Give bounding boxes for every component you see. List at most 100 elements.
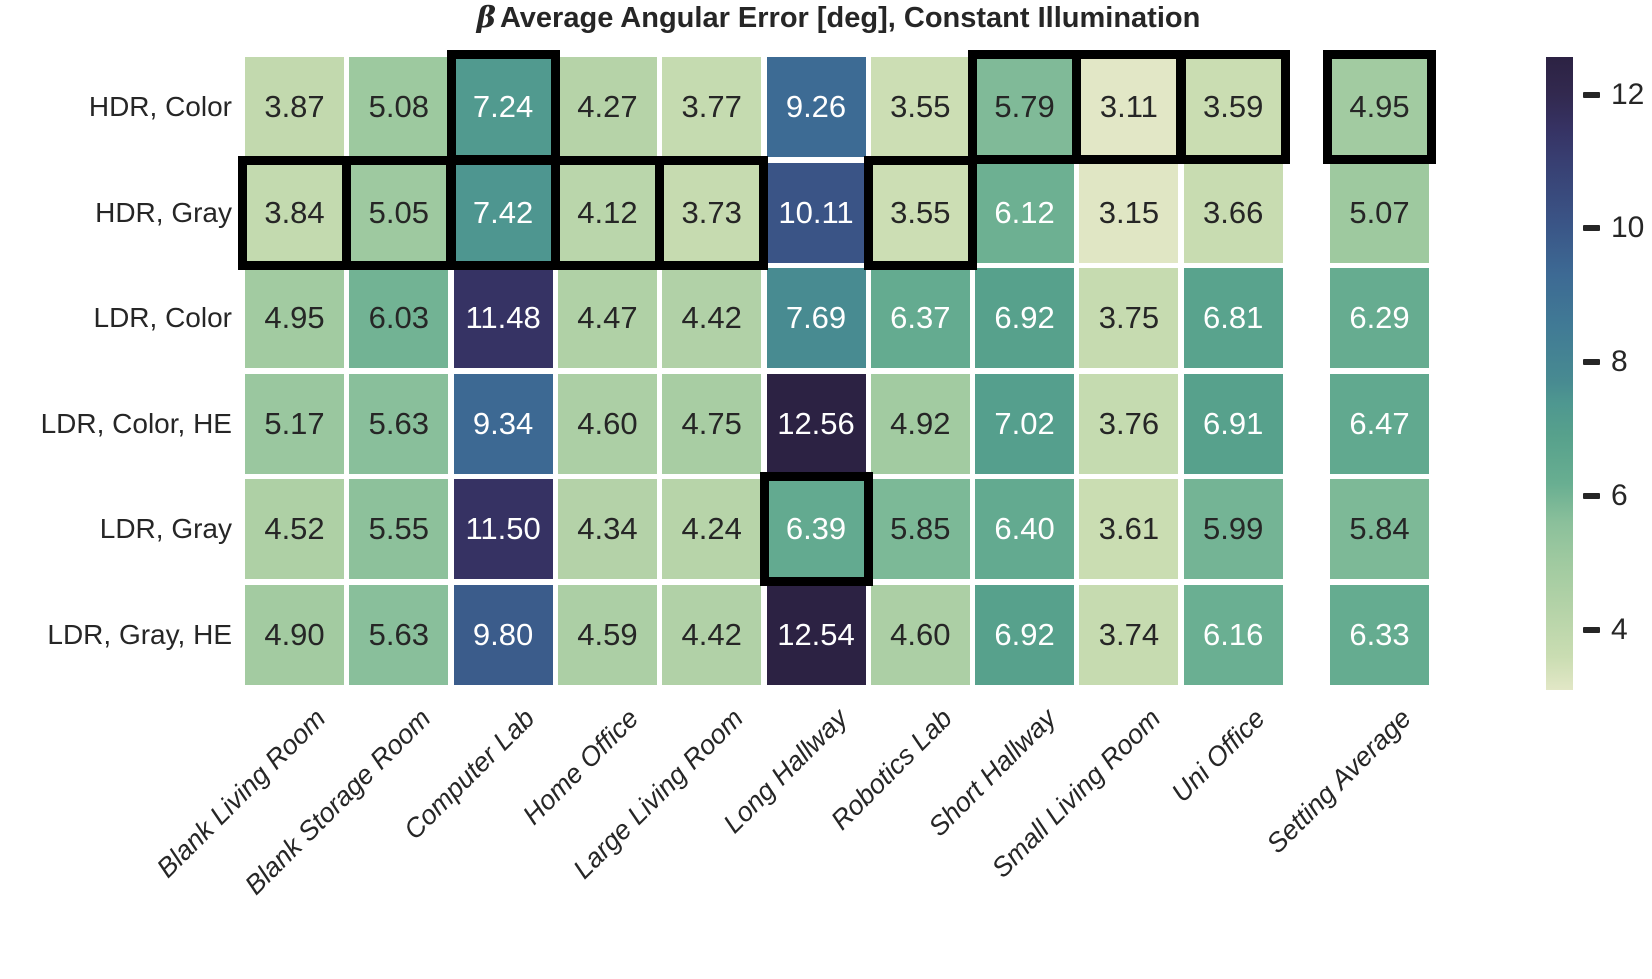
cell-value: 3.73 [681,194,742,230]
heatmap-cell: 4.59 [557,585,657,685]
cell-value: 4.42 [681,617,742,652]
heatmap-cell: 3.61 [1079,479,1179,580]
heatmap-cell: 3.66 [1183,162,1283,263]
heatmap-cell: 5.05 [349,162,449,263]
cell-value: 7.24 [472,89,534,124]
highlight-box [759,472,873,587]
colorbar-tick-mark [1583,627,1600,634]
colorbar-tick-mark [1583,359,1600,366]
heatmap-cell: 4.12 [557,162,657,263]
cell-value: 4.47 [577,300,638,336]
heatmap-cell: 12.56 [766,373,866,474]
cell-value: 3.74 [1098,617,1160,652]
heatmap-cell: 4.95 [245,268,344,369]
heatmap-cell: 11.50 [453,479,553,580]
heatmap-cell: 9.26 [766,57,866,157]
cell-value: 3.61 [1098,511,1160,547]
cell-value: 4.60 [577,405,638,441]
cell-value: 3.55 [890,194,951,230]
heatmap-cell: 7.69 [766,268,866,369]
cell-value: 4.34 [577,511,638,547]
cell-value: 3.87 [264,89,325,124]
highlight-box [342,155,456,270]
heatmap-cell: 3.74 [1079,585,1179,685]
heatmap-cell: 5.84 [1330,479,1429,580]
cell-value: 3.76 [1098,405,1160,441]
cell-value: 6.92 [994,300,1055,336]
heatmap-cell: 4.60 [557,373,657,474]
heatmap-cell: 3.15 [1079,162,1179,263]
cell-value: 4.52 [264,511,325,547]
colorbar-tick-label: 10 [1611,211,1645,245]
highlight-box [1072,50,1186,164]
row-label: LDR, Color [93,302,232,334]
heatmap-cell: 3.84 [245,162,344,263]
heatmap-cell: 11.48 [453,268,553,369]
cell-value: 5.63 [368,405,429,441]
highlight-box [863,155,977,270]
cell-value: 4.60 [890,617,951,652]
row-label: LDR, Gray, HE [47,619,232,650]
row-label: LDR, Gray [99,513,232,545]
colorbar-tick-label: 8 [1611,345,1628,379]
highlight-box [1176,50,1290,164]
cell-value: 6.39 [785,511,847,547]
cell-value: 4.12 [577,194,638,230]
heatmap-cell: 5.63 [349,585,449,685]
cell-value: 3.84 [264,194,325,230]
cell-value: 4.27 [577,89,638,124]
cell-value: 5.55 [368,511,429,547]
cell-value: 7.42 [472,194,534,230]
heatmap-cell: 4.90 [245,585,344,685]
highlight-box [446,155,560,270]
highlight-box [446,50,560,164]
cell-value: 9.26 [785,89,847,124]
heatmap-cell: 4.47 [557,268,657,369]
heatmap-cell: 6.33 [1330,585,1429,685]
cell-value: 3.77 [681,89,742,124]
colorbar-tick-label: 4 [1611,613,1628,647]
cell-value: 4.92 [890,405,951,441]
heatmap-cell: 5.99 [1183,479,1283,580]
colorbar [1546,57,1573,690]
cell-value: 5.79 [994,89,1055,124]
chart-title: β Average Angular Error [deg], Constant I… [245,0,1432,35]
cell-value: 10.11 [778,194,854,230]
heatmap-cell: 3.55 [870,57,970,157]
row-label: HDR, Gray [95,196,232,228]
colorbar-tick-label: 6 [1611,479,1628,513]
cell-value: 5.85 [890,511,951,547]
heatmap-cell: 4.92 [870,373,970,474]
cell-value: 6.40 [994,511,1055,547]
cell-value: 4.42 [681,300,742,336]
cell-value: 7.69 [785,300,847,336]
cell-value: 9.34 [472,405,534,441]
heatmap-cell: 5.63 [349,373,449,474]
heatmap-cell: 5.85 [870,479,970,580]
heatmap-cell: 4.34 [557,479,657,580]
highlight-box [655,155,769,270]
heatmap-cell: 4.42 [662,585,762,685]
heatmap-cell: 4.95 [1330,57,1429,157]
cell-value: 9.80 [472,617,534,652]
heatmap-cell: 4.75 [662,373,762,474]
heatmap-cell: 3.87 [245,57,344,157]
heatmap-cell: 6.92 [975,585,1075,685]
heatmap-cell: 6.39 [766,479,866,580]
cell-value: 5.07 [1349,194,1410,230]
title-beta-symbol: β [476,0,496,34]
heatmap-cell: 3.76 [1079,373,1179,474]
cell-value: 6.91 [1203,405,1264,441]
heatmap-cell: 3.73 [662,162,762,263]
cell-value: 5.05 [368,194,429,230]
cell-value: 4.75 [681,405,742,441]
cell-value: 4.95 [264,300,325,336]
row-label: HDR, Color [88,91,232,122]
cell-value: 3.66 [1203,194,1264,230]
heatmap-cell: 7.42 [453,162,553,263]
cell-value: 6.81 [1203,300,1264,336]
heatmap-cell: 4.60 [870,585,970,685]
cell-value: 6.12 [994,194,1055,230]
cell-value: 6.16 [1203,617,1264,652]
column-label: Blank Living Room [151,703,332,884]
